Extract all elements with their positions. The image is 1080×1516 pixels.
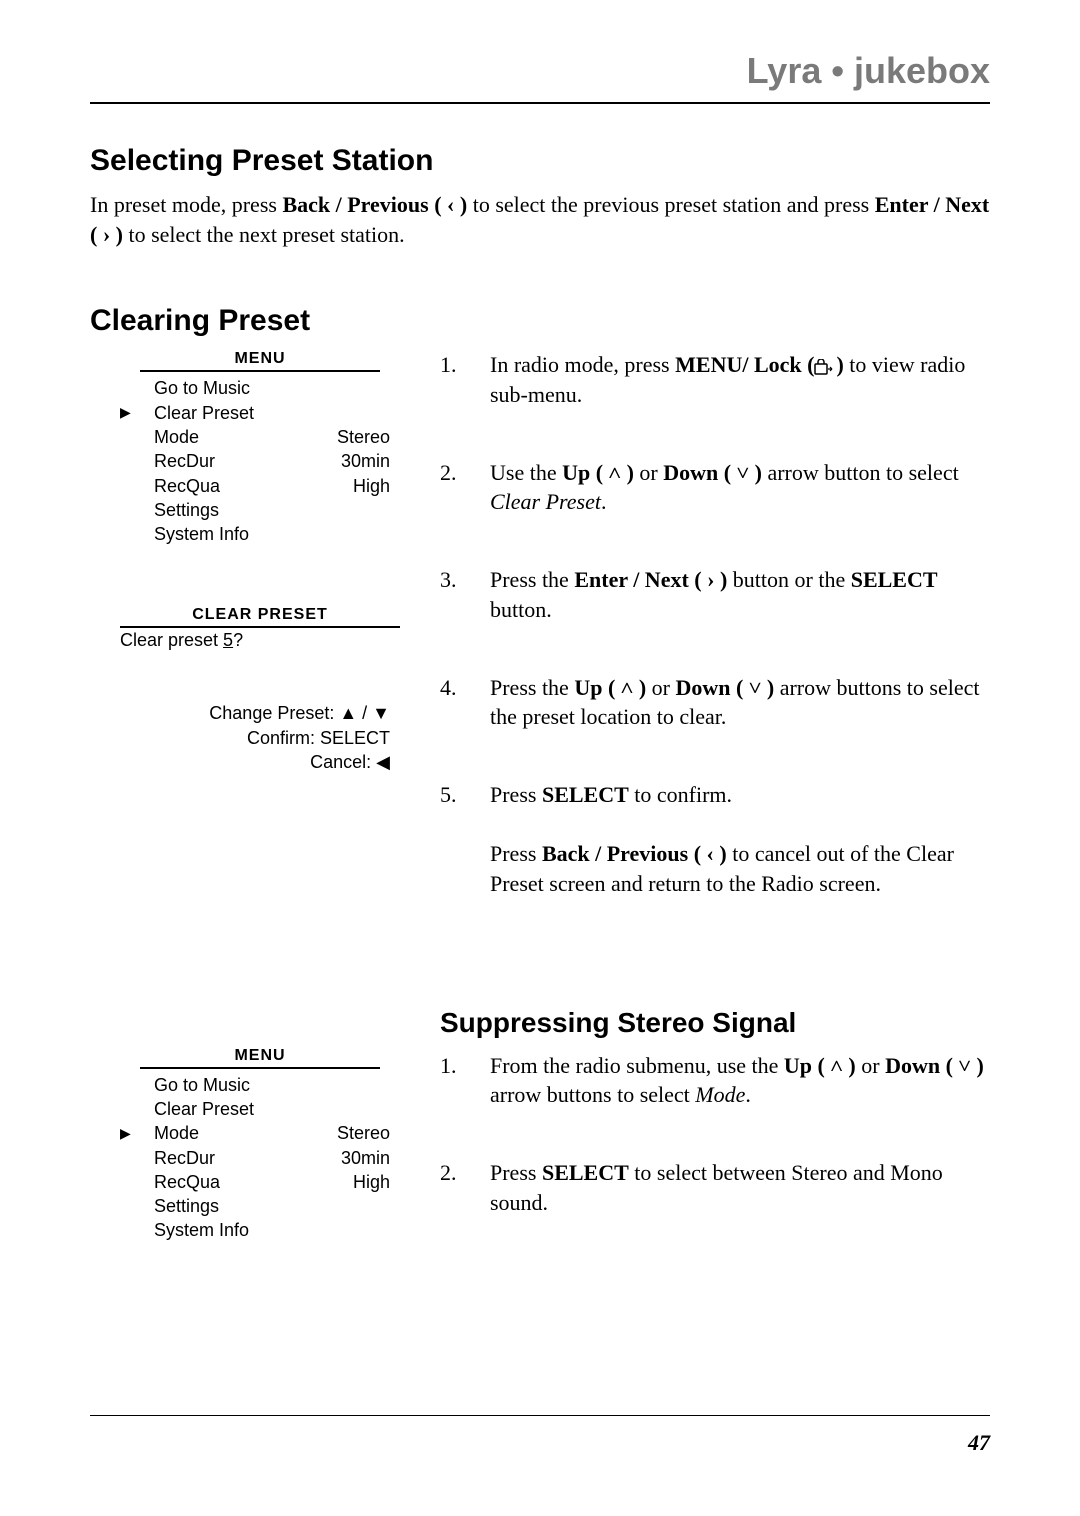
text: Clear preset [120,630,223,650]
menu-label: RecQua [148,474,320,498]
control-line: Cancel: ◀ [120,750,390,774]
step-number: 1. [440,1051,490,1110]
step-text: Press the Up ( ˄ ) or Down ( ˅ ) arrow b… [490,673,990,732]
menu-label: RecDur [148,449,320,473]
text: to select the next preset station. [123,222,405,247]
menu-row: System Info [120,522,400,546]
section-title-clearing: Clearing Preset [90,304,990,338]
menu-row: ▶ModeStereo [120,1121,400,1145]
menu-label: Go to Music [148,1073,320,1097]
menu-row: RecDur30min [120,449,400,473]
menu-screen-2: MENU Go to MusicClear Preset▶ModeStereoR… [120,1047,400,1243]
footer-rule [90,1415,990,1416]
menu-row: Go to Music [120,1073,400,1097]
menu-row: Go to Music [120,376,400,400]
page-header: Lyra • jukebox [90,50,990,104]
menu-label: RecQua [148,1170,320,1194]
step-text: Press SELECT to select between Stereo an… [490,1158,990,1217]
control-line: Confirm: SELECT [120,726,390,750]
step-number: 2. [440,458,490,517]
menu-screen-1: MENU Go to Music▶Clear PresetModeStereoR… [120,350,400,546]
menu-label: System Info [148,1218,320,1242]
menu-row: ModeStereo [120,425,400,449]
menu-value: Stereo [320,425,400,449]
menu-label: Mode [148,425,320,449]
menu-label: Go to Music [148,376,320,400]
pointer-icon: ▶ [120,403,148,422]
menu-label: RecDur [148,1146,320,1170]
control-line: Change Preset: ▲ / ▼ [120,701,390,725]
menu-value: 30min [320,449,400,473]
menu-row: RecQuaHigh [120,474,400,498]
step-text: Use the Up ( ˄ ) or Down ( ˅ ) arrow but… [490,458,990,517]
menu-row: System Info [120,1218,400,1242]
section-title-suppressing: Suppressing Stereo Signal [440,1007,990,1039]
menu-title: MENU [140,350,380,372]
bold: Back / Previous ( [282,192,441,217]
menu-label: Settings [148,498,320,522]
step-item: 2.Use the Up ( ˄ ) or Down ( ˅ ) arrow b… [440,458,990,517]
step-item: 5.Press SELECT to confirm.Press Back / P… [440,780,990,899]
section-title-selecting: Selecting Preset Station [90,144,990,178]
menu-value: High [320,474,400,498]
intro-paragraph: In preset mode, press Back / Previous ( … [90,190,990,249]
menu-row: Settings [120,1194,400,1218]
step-text: Press the Enter / Next ( › ) button or t… [490,565,990,624]
menu-label: Clear Preset [148,1097,320,1121]
menu-row: ▶Clear Preset [120,401,400,425]
step-item: 1.In radio mode, press MENU/ Lock () to … [440,350,990,409]
menu-row: RecQuaHigh [120,1170,400,1194]
clear-title: CLEAR PRESET [120,606,400,628]
text: In preset mode, press [90,192,282,217]
step-item: 3.Press the Enter / Next ( › ) button or… [440,565,990,624]
menu-label: Mode [148,1121,320,1145]
symbol: ‹ [442,192,460,217]
menu-value: 30min [320,1146,400,1170]
page-number: 47 [968,1430,990,1456]
step-number: 5. [440,780,490,899]
step-number: 3. [440,565,490,624]
step-number: 4. [440,673,490,732]
menu-row: Clear Preset [120,1097,400,1121]
menu-label: System Info [148,522,320,546]
pointer-icon: ▶ [120,1124,148,1143]
step-number: 2. [440,1158,490,1217]
menu-title: MENU [140,1047,380,1069]
bold: ) [116,222,123,247]
menu-value: Stereo [320,1121,400,1145]
menu-row: RecDur30min [120,1146,400,1170]
clearing-steps: 1.In radio mode, press MENU/ Lock () to … [440,350,990,898]
text: to select the previous preset station an… [467,192,875,217]
menu-label: Settings [148,1194,320,1218]
symbol: › [97,222,115,247]
clear-preset-screen: CLEAR PRESET Clear preset 5? Change Pres… [120,606,400,774]
step-item: 1.From the radio submenu, use the Up ( ˄… [440,1051,990,1110]
stereo-steps: 1.From the radio submenu, use the Up ( ˄… [440,1051,990,1218]
step-text: From the radio submenu, use the Up ( ˄ )… [490,1051,990,1110]
step-item: 2.Press SELECT to select between Stereo … [440,1158,990,1217]
clear-question: Clear preset 5? [120,630,400,651]
step-text: Press SELECT to confirm.Press Back / Pre… [490,780,990,899]
step-item: 4.Press the Up ( ˄ ) or Down ( ˅ ) arrow… [440,673,990,732]
menu-value: High [320,1170,400,1194]
step-text: In radio mode, press MENU/ Lock () to vi… [490,350,990,409]
menu-label: Clear Preset [148,401,320,425]
step-number: 1. [440,350,490,409]
preset-number: 5 [223,630,233,650]
menu-row: Settings [120,498,400,522]
text: ? [233,630,243,650]
